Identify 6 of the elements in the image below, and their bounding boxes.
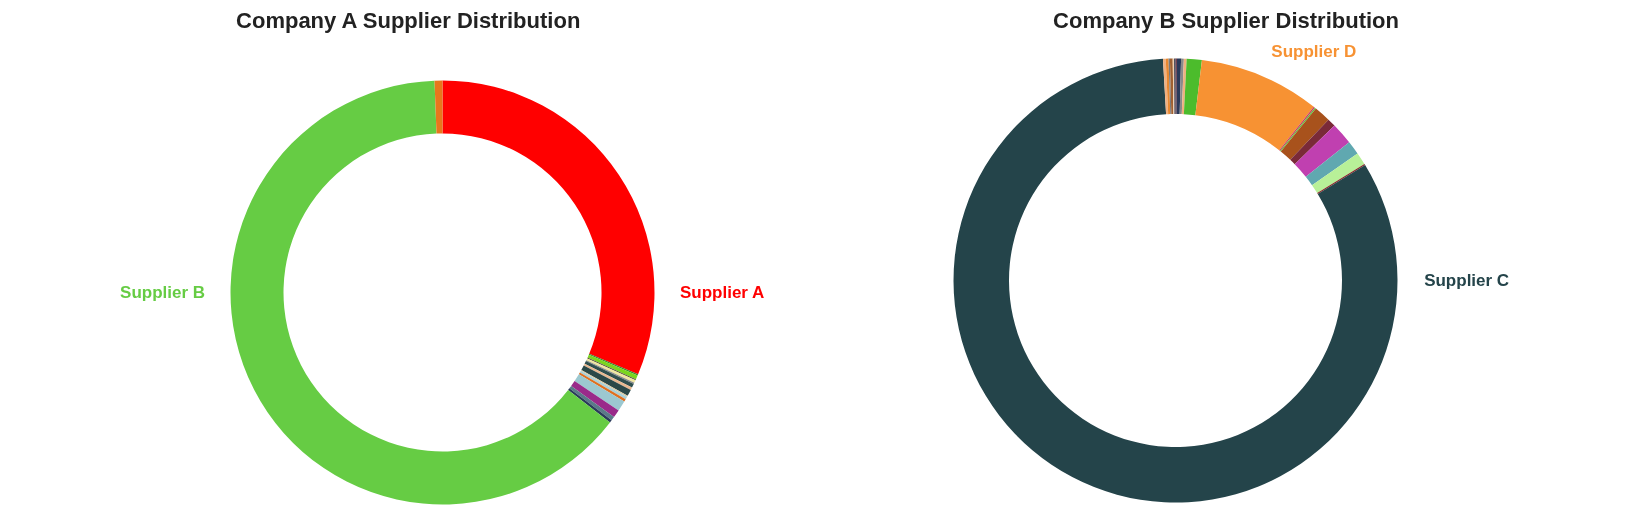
slice-label: Supplier B — [120, 283, 206, 302]
chart-title: Company A Supplier Distribution — [236, 7, 581, 33]
slice-label: Supplier D — [1271, 41, 1357, 61]
slice-label: Supplier A — [679, 283, 765, 302]
chart-title: Company B Supplier Distribution — [1053, 7, 1399, 33]
slice-label: Supplier C — [1424, 271, 1510, 290]
